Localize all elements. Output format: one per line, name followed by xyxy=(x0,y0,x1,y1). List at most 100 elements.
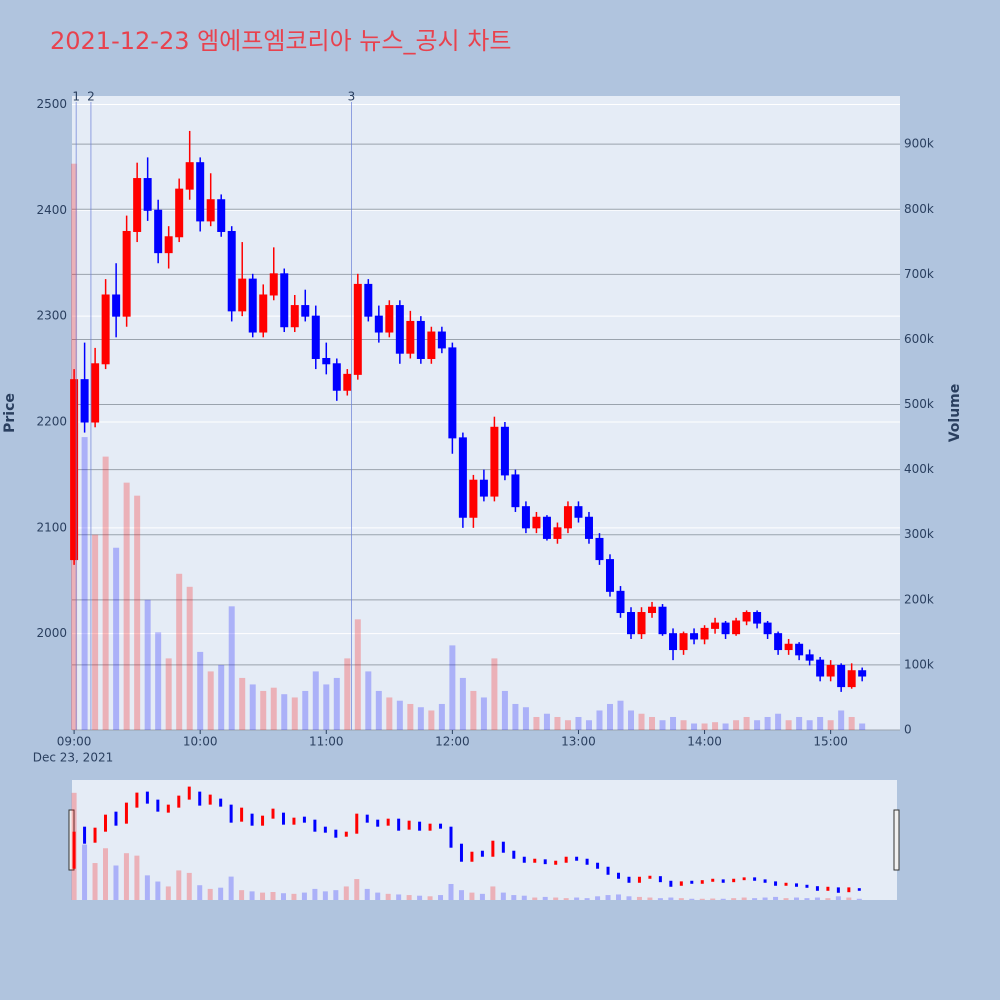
y2-tick-label: 100k xyxy=(904,657,934,671)
slider-volume-bar xyxy=(479,893,485,900)
candle-body xyxy=(669,633,678,651)
candle-body xyxy=(80,379,89,423)
candle-body xyxy=(711,622,720,629)
candle-body xyxy=(290,305,299,328)
slider-volume-bar xyxy=(595,896,601,900)
candle-body xyxy=(763,622,772,635)
event-label: 2 xyxy=(87,90,95,104)
slider-volume-bar xyxy=(103,848,109,900)
volume-bar xyxy=(533,716,540,730)
candle-body xyxy=(826,664,835,677)
candle-body xyxy=(154,209,163,254)
candle-body xyxy=(627,612,636,635)
slider-volume-bar xyxy=(82,844,88,900)
volume-bar xyxy=(92,534,99,730)
volume-bar xyxy=(806,720,813,730)
x-tick-label: 09:00 xyxy=(57,735,92,749)
range-slider[interactable] xyxy=(72,780,897,900)
volume-bar xyxy=(81,437,88,730)
slider-volume-bar xyxy=(626,896,632,900)
slider-volume-bar xyxy=(427,896,433,900)
volume-bar xyxy=(649,716,656,730)
slider-volume-bar xyxy=(636,896,642,900)
candle-body xyxy=(143,178,152,211)
volume-bar xyxy=(701,723,708,730)
slider-volume-bar xyxy=(511,895,517,900)
slider-volume-bar xyxy=(343,886,349,900)
slider-volume-bar xyxy=(249,891,255,900)
volume-bar xyxy=(228,606,235,730)
volume-bar xyxy=(197,651,204,730)
slider-volume-bar xyxy=(783,898,789,900)
y2-axis-title: Volume xyxy=(947,384,963,443)
volume-bar xyxy=(375,690,382,730)
slider-volume-bar xyxy=(741,897,747,900)
volume-bar xyxy=(365,671,372,730)
y-tick-label: 2400 xyxy=(36,203,67,217)
candle-body xyxy=(742,612,751,622)
volume-bar xyxy=(323,684,330,730)
y2-tick-label: 700k xyxy=(904,267,934,281)
x-tick-label: 12:00 xyxy=(435,735,470,749)
slider-volume-bar xyxy=(92,863,98,900)
volume-bar xyxy=(491,658,498,730)
volume-bar xyxy=(501,690,508,730)
y2-tick-label: 400k xyxy=(904,462,934,476)
y2-tick-label: 800k xyxy=(904,202,934,216)
x-tick-label: 14:00 xyxy=(687,735,722,749)
candle-body xyxy=(858,670,867,677)
slider-volume-bar xyxy=(280,893,286,900)
candle-body xyxy=(385,305,394,333)
volume-bar xyxy=(543,713,550,730)
slider-volume-bar xyxy=(804,898,810,900)
volume-bar xyxy=(407,703,414,730)
volume-bar xyxy=(438,703,445,730)
candle-body xyxy=(679,633,688,651)
candle-body xyxy=(406,320,415,354)
y-tick-label: 2000 xyxy=(36,626,67,640)
slider-volume-bar xyxy=(239,890,245,900)
x-tick-label: 10:00 xyxy=(183,735,218,749)
volume-bar xyxy=(207,671,214,730)
x-tick-label: 13:00 xyxy=(561,735,596,749)
slider-volume-bar xyxy=(856,898,862,900)
slider-volume-bar xyxy=(144,875,150,900)
candle-body xyxy=(753,612,762,624)
slider-volume-bar xyxy=(364,888,370,900)
candle-body xyxy=(553,527,562,539)
slider-volume-bar xyxy=(563,898,569,900)
candle-body xyxy=(563,506,572,529)
volume-bar xyxy=(691,723,698,730)
candle-body xyxy=(721,622,730,635)
volume-bar xyxy=(354,619,361,730)
candle-body xyxy=(112,294,121,317)
volume-bar xyxy=(155,632,162,730)
slider-volume-bar xyxy=(228,876,234,900)
volume-bar xyxy=(754,720,761,730)
volume-bar xyxy=(165,658,172,730)
candle-body xyxy=(427,331,436,359)
volume-bar xyxy=(144,599,151,730)
slider-volume-bar xyxy=(312,888,318,900)
volume-bar xyxy=(281,694,288,730)
slider-volume-bar xyxy=(186,872,192,900)
slider-volume-bar xyxy=(500,892,506,900)
volume-bar xyxy=(218,664,225,730)
volume-bar xyxy=(239,677,246,730)
volume-bar xyxy=(459,677,466,730)
volume-bar xyxy=(428,710,435,730)
candle-body xyxy=(311,315,320,359)
slider-handle[interactable] xyxy=(893,809,900,871)
slider-volume-bar xyxy=(176,870,182,900)
candle-body xyxy=(416,320,425,359)
candle-body xyxy=(364,283,373,317)
volume-bar xyxy=(186,586,193,730)
slider-volume-bar xyxy=(678,898,684,900)
slider-volume-bar xyxy=(165,886,171,900)
volume-bar xyxy=(796,716,803,730)
volume-bar xyxy=(585,720,592,730)
slider-volume-bar xyxy=(490,886,496,900)
candle-body xyxy=(374,315,383,333)
candle-body xyxy=(605,559,614,592)
